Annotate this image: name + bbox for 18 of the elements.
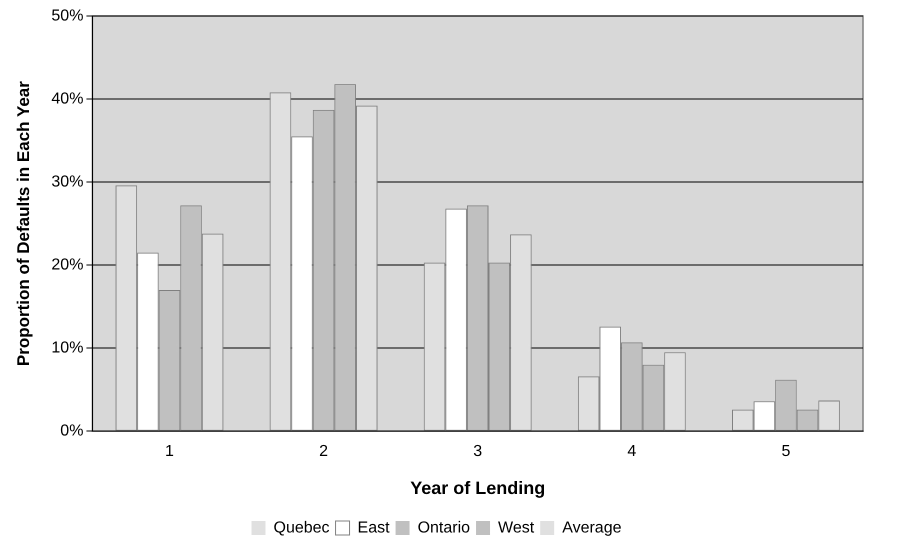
y-tick-label: 0% [60,422,84,440]
x-tick-label: 3 [473,443,482,460]
legend-label: East [358,519,390,536]
legend-label: Quebec [274,519,330,536]
x-tick-label: 4 [627,443,636,460]
legend-label: Average [562,519,622,536]
y-tick-label: 30% [51,173,84,190]
legend-label: Ontario [418,519,470,536]
y-tick-label: 10% [51,340,84,357]
legend-label: West [498,519,535,536]
y-tick-label: 20% [51,256,84,274]
x-tick-label: 5 [781,443,790,460]
y-tick-label: 50% [51,7,84,24]
x-tick-label: 1 [165,443,174,460]
y-axis-title: Proportion of Defaults in Each Year [14,80,33,366]
x-axis-title: Year of Lending [410,478,546,498]
y-tick-label: 40% [51,90,84,108]
x-tick-label: 2 [319,443,328,460]
